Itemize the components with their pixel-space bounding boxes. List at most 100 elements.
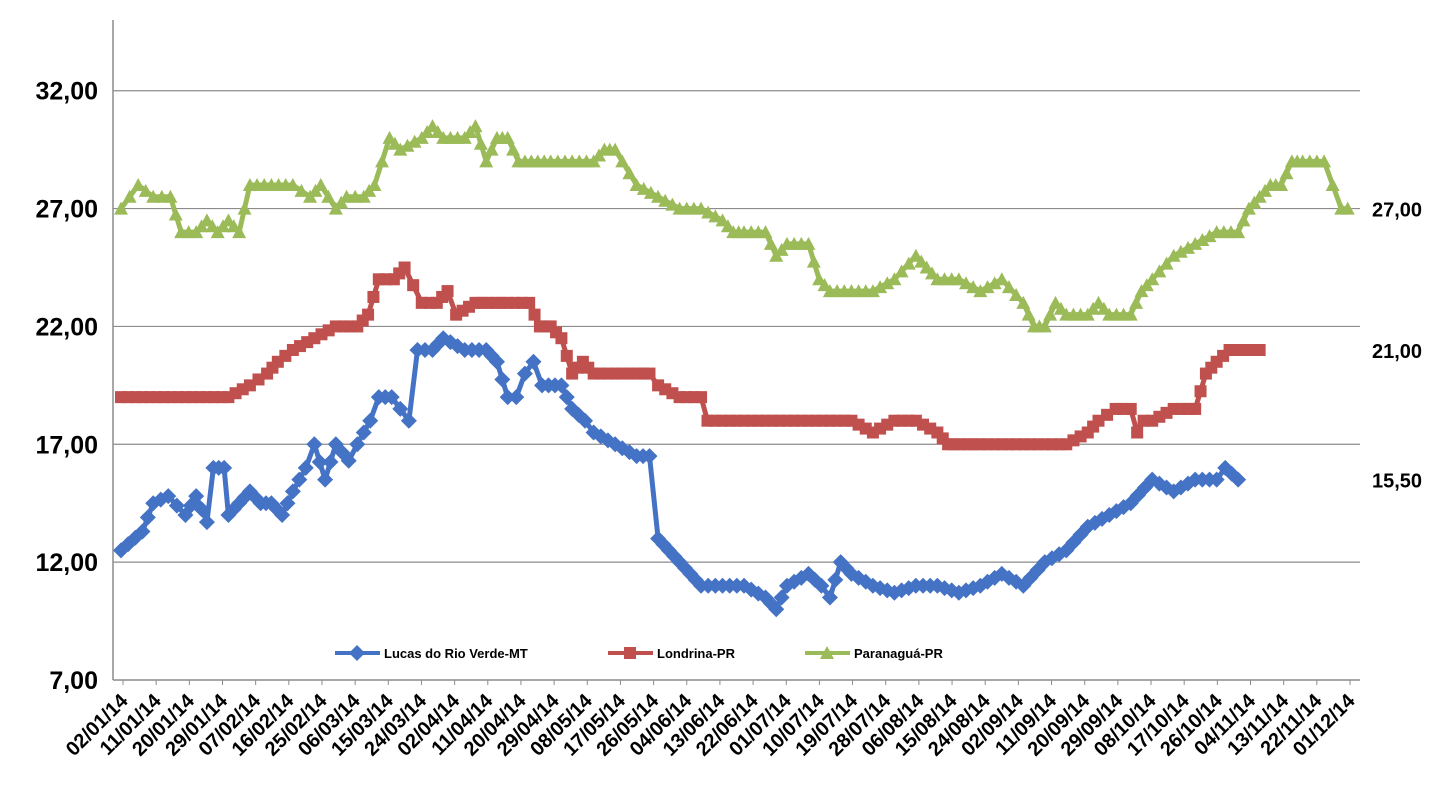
data-point-triangle <box>1043 307 1058 321</box>
data-point-diamond <box>488 353 505 370</box>
data-point-square <box>643 367 656 380</box>
data-point-triangle <box>500 130 515 144</box>
data-point-square <box>508 296 521 309</box>
data-point-triangle <box>894 264 909 278</box>
series-1 <box>113 330 1247 618</box>
data-point-triangle <box>1123 307 1138 321</box>
series-3 <box>114 119 1355 333</box>
data-point-diamond <box>1015 577 1032 594</box>
x-tick-labels: 02/01/1411/01/1420/01/1429/01/1407/02/14… <box>62 680 1360 761</box>
data-point-square <box>1131 426 1144 439</box>
series-2 <box>115 261 1266 451</box>
legend-label: Londrina-PR <box>657 646 736 661</box>
data-point-triangle <box>873 280 888 294</box>
data-point-diamond <box>274 507 291 523</box>
y-tick-label: 12,00 <box>35 549 98 577</box>
data-point-diamond <box>297 459 314 476</box>
data-point-diamond <box>577 412 594 429</box>
data-point-triangle <box>651 189 666 203</box>
data-point-triangle <box>232 225 247 239</box>
data-point-diamond <box>284 483 301 500</box>
data-point-diamond <box>311 453 328 470</box>
data-point-triangle <box>1009 288 1024 301</box>
data-point-triangle <box>321 189 336 203</box>
data-point-diamond <box>641 448 658 465</box>
end-value-label: 15,50 <box>1372 471 1422 493</box>
data-point-triangle <box>1021 307 1036 321</box>
data-point-diamond <box>340 452 357 469</box>
data-point-diamond <box>392 400 409 417</box>
series-line <box>118 123 1348 329</box>
data-point-diamond <box>349 436 366 453</box>
data-point-triangle <box>285 178 300 191</box>
end-value-label: 27,00 <box>1372 200 1422 222</box>
legend-item: Paranaguá-PR <box>805 646 943 661</box>
data-point-diamond <box>821 589 838 606</box>
data-point-triangle <box>643 185 658 199</box>
data-point-triangle <box>1166 248 1181 262</box>
data-point-triangle <box>1279 166 1294 180</box>
data-point-triangle <box>880 276 895 290</box>
data-point-diamond <box>322 453 339 470</box>
legend-label: Lucas do Rio Verde-MT <box>384 646 528 661</box>
axes <box>112 20 1360 681</box>
data-point-triangle <box>468 119 483 133</box>
data-point-square <box>441 285 454 298</box>
data-point-triangle <box>1016 295 1031 309</box>
data-point-triangle <box>237 201 252 215</box>
data-point-diamond <box>494 371 511 388</box>
data-point-diamond <box>558 389 575 406</box>
data-point-triangle <box>665 197 680 211</box>
data-point-triangle <box>375 154 390 168</box>
data-point-square <box>1124 402 1137 415</box>
data-point-triangle <box>400 138 415 152</box>
data-point-triangle <box>1159 256 1174 270</box>
data-point-triangle <box>484 142 499 156</box>
data-point-diamond <box>306 436 323 453</box>
data-point-square <box>1189 402 1202 415</box>
legend-item: Lucas do Rio Verde-MT <box>335 645 528 661</box>
data-point-triangle <box>407 134 422 148</box>
data-point-triangle <box>901 256 916 270</box>
data-point-triangle <box>1274 178 1289 191</box>
data-point-triangle <box>1145 272 1160 286</box>
data-point-diamond <box>349 645 365 661</box>
data-point-square <box>122 391 135 404</box>
data-point-triangle <box>636 181 651 195</box>
data-point-triangle <box>294 183 309 197</box>
data-point-triangle <box>615 154 630 168</box>
end-value-label: 21,00 <box>1372 341 1422 363</box>
data-point-triangle <box>479 154 494 168</box>
data-point-triangle <box>701 205 716 219</box>
data-point-triangle <box>1173 244 1188 258</box>
legend-item: Londrina-PR <box>608 646 736 661</box>
data-point-triangle <box>622 166 637 180</box>
data-point-triangle <box>1129 295 1144 309</box>
data-point-diamond <box>317 471 334 488</box>
data-point-triangle <box>966 280 981 294</box>
data-point-diamond <box>1230 471 1247 488</box>
data-point-square <box>367 290 380 303</box>
data-point-diamond <box>499 389 516 406</box>
data-point-triangle <box>313 178 328 191</box>
data-point-diamond <box>813 577 830 594</box>
data-point-triangle <box>163 189 178 203</box>
end-value-labels: 15,50 21,00 27,00 <box>1372 200 1422 493</box>
y-tick-label: 32,00 <box>35 78 98 106</box>
data-point-triangle <box>887 272 902 286</box>
y-tick-label: 7,00 <box>49 667 98 695</box>
data-point-triangle <box>951 272 966 286</box>
data-point-diamond <box>355 424 372 441</box>
data-point-square <box>528 308 541 321</box>
data-point-square <box>362 308 375 321</box>
data-point-diamond <box>553 377 570 394</box>
data-point-triangle <box>694 201 709 215</box>
data-point-triangle <box>1181 240 1196 254</box>
data-point-triangle <box>367 178 382 191</box>
data-point-triangle <box>994 272 1009 286</box>
data-point-triangle <box>1231 225 1246 239</box>
legend: Lucas do Rio Verde-MT Londrina-PR Paranagu… <box>335 645 943 661</box>
data-point-diamond <box>525 353 542 370</box>
data-point-diamond <box>768 601 785 618</box>
data-point-triangle <box>758 225 773 239</box>
